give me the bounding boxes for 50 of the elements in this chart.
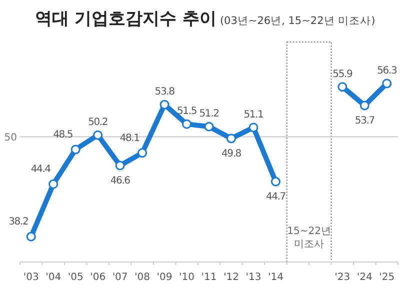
x-tick-label: '24 [356, 272, 372, 283]
point [70, 144, 80, 154]
data-label: 44.4 [30, 164, 51, 176]
point [270, 176, 280, 186]
chart-subtitle: (03년~26년, 15~22년 미조사) [216, 15, 376, 27]
data-label: 46.6 [110, 176, 130, 187]
x-tick-label: '09 [156, 272, 172, 283]
x-tick-label: '25 [379, 272, 395, 283]
point [115, 160, 125, 170]
ref-line-label: 50 [4, 132, 17, 144]
x-tick-label: '03 [23, 272, 39, 283]
point [182, 119, 192, 129]
point [138, 148, 148, 158]
point [248, 122, 258, 132]
data-label: 51.5 [177, 106, 197, 118]
note-box: 15~22년 미조사 [286, 42, 332, 262]
x-tick-label: '11 [201, 272, 217, 283]
data-label: 53.7 [354, 115, 375, 126]
point [360, 100, 370, 110]
data-label: 48.1 [120, 132, 140, 144]
data-label: 50.2 [88, 117, 108, 128]
data-label: 55.9 [332, 68, 352, 80]
point [382, 78, 392, 88]
point [26, 232, 36, 242]
x-tick-label: '23 [334, 272, 350, 283]
data-label: 56.3 [377, 65, 397, 76]
point [160, 100, 170, 110]
data-label: 38.2 [8, 216, 28, 228]
x-tick-label: '07 [112, 272, 128, 283]
point [226, 134, 236, 144]
annotation: 15~22년 미조사 [287, 226, 331, 250]
x-tick-label: '05 [68, 272, 84, 283]
x-tick-label: '10 [179, 272, 195, 283]
point [48, 179, 58, 189]
data-label: 53.8 [154, 86, 175, 98]
data-label: 51.1 [244, 109, 264, 120]
data-label: 48.5 [53, 129, 73, 140]
point [93, 130, 103, 140]
x-tick-label: '12 [223, 272, 239, 283]
point [338, 82, 348, 92]
x-tick-label: '14 [268, 272, 284, 283]
point [204, 122, 214, 132]
data-label: 44.7 [266, 192, 286, 203]
x-tick-label: '06 [90, 272, 106, 283]
data-label: 49.8 [222, 148, 242, 160]
data-label: 51.2 [199, 108, 220, 120]
x-tick-label: '04 [46, 272, 62, 283]
x-tick-label: '08 [134, 272, 150, 283]
chart-title: 역대 기업호감지수 추이 [34, 9, 217, 29]
x-tick-label: '13 [246, 272, 262, 283]
